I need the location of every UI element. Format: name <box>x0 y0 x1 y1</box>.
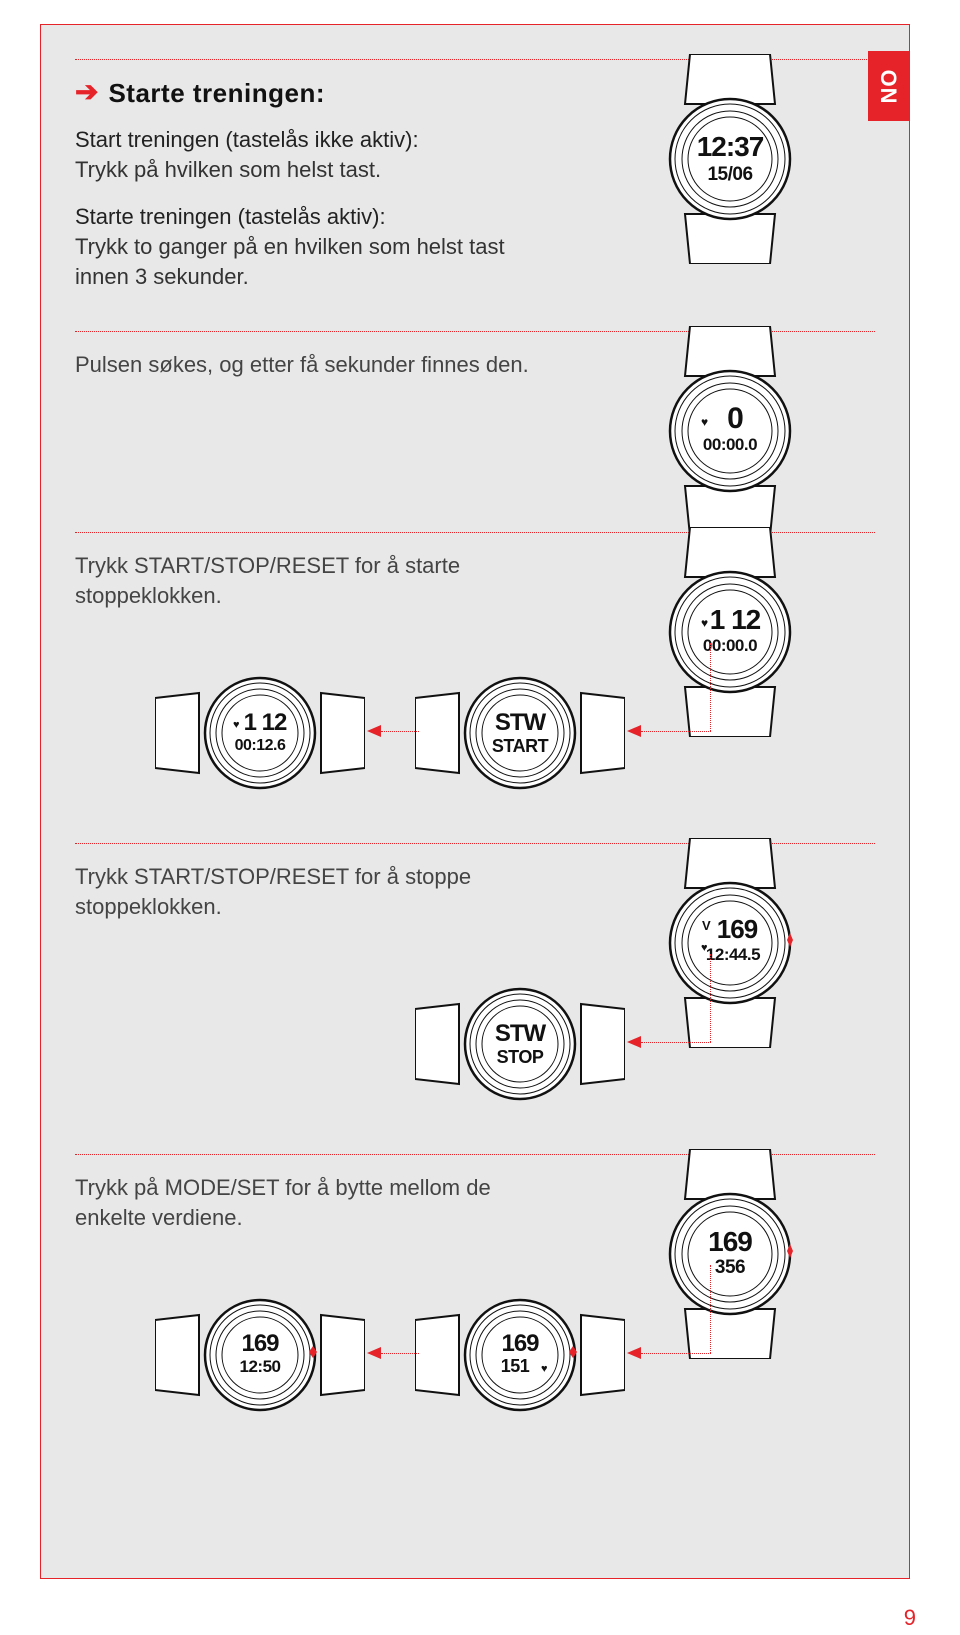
section4-text: Trykk START/STOP/RESET for å stoppe stop… <box>75 862 535 921</box>
dotted-connector-vertical <box>710 954 711 1042</box>
svg-text:169: 169 <box>708 1226 752 1257</box>
svg-text:15/06: 15/06 <box>707 164 752 185</box>
para1-lead: Start treningen (tastelås ikke aktiv): <box>75 125 535 155</box>
arrow-left-icon <box>627 1036 641 1048</box>
section5-text: Trykk på MODE/SET for å bytte mellom de … <box>75 1173 535 1232</box>
section2-text: Pulsen søkes, og etter få sekunder finne… <box>75 350 535 380</box>
dotted-connector-vertical <box>710 1265 711 1353</box>
dotted-connector-vertical <box>710 643 711 731</box>
svg-text:0: 0 <box>727 402 743 435</box>
svg-text:12:44.5: 12:44.5 <box>706 945 760 964</box>
para2-lead: Starte treningen (tastelås aktiv): <box>75 202 535 232</box>
section-start-stopwatch: Trykk START/STOP/RESET for å starte stop… <box>75 533 875 843</box>
watch-169-1250-icon: 169 12:50 <box>155 1290 365 1420</box>
svg-text:00:12.6: 00:12.6 <box>235 737 286 754</box>
watch-112-icon: ♥ 1 12 00:00.0 <box>655 527 805 737</box>
svg-text:00:00.0: 00:00.0 <box>703 435 757 454</box>
svg-text:169: 169 <box>241 1330 279 1357</box>
watch-169-151-icon: 169 151 ♥ <box>415 1290 625 1420</box>
svg-text:START: START <box>492 736 549 756</box>
svg-text:♥: ♥ <box>233 719 239 731</box>
section3-text: Trykk START/STOP/RESET for å starte stop… <box>75 551 535 610</box>
watch-169-running-icon: V ♥ 169 12:44.5 <box>655 838 805 1048</box>
watch-zero-icon: ♥ 0 00:00.0 <box>655 326 805 536</box>
svg-text:♥: ♥ <box>701 616 708 630</box>
arrow-left-icon <box>627 725 641 737</box>
section-stop-stopwatch: Trykk START/STOP/RESET for å stoppe stop… <box>75 844 875 1154</box>
svg-text:12:37: 12:37 <box>697 131 764 162</box>
svg-text:1 12: 1 12 <box>710 604 761 635</box>
svg-text:STW: STW <box>495 1020 547 1047</box>
watch-clock-icon: 12:37 15/06 <box>655 54 805 264</box>
dotted-connector <box>641 731 709 732</box>
svg-text:169: 169 <box>501 1330 539 1357</box>
svg-text:1 12: 1 12 <box>244 709 287 736</box>
svg-text:356: 356 <box>715 1257 745 1278</box>
svg-text:STOP: STOP <box>497 1047 544 1067</box>
section-pulse-search: Pulsen søkes, og etter få sekunder finne… <box>75 332 875 532</box>
svg-text:♥: ♥ <box>541 1363 547 1375</box>
watch-stw-stop-icon: STW STOP <box>415 979 625 1109</box>
dotted-connector <box>641 1353 709 1354</box>
arrow-left-icon <box>367 725 381 737</box>
svg-text:♥: ♥ <box>701 415 708 429</box>
dotted-connector <box>641 1042 709 1043</box>
section-start-training: ➔ Starte treningen: Start treningen (tas… <box>75 60 875 331</box>
svg-text:151: 151 <box>501 1356 530 1376</box>
watch-169-356-icon: 169 356 <box>655 1149 805 1359</box>
svg-text:V: V <box>702 918 711 933</box>
watch-stw-start-icon: STW START <box>415 668 625 798</box>
arrow-right-icon: ➔ <box>75 78 98 106</box>
arrow-left-icon <box>627 1347 641 1359</box>
dotted-connector <box>381 731 419 732</box>
section-heading: Starte treningen: <box>108 78 325 109</box>
arrow-left-icon <box>367 1347 381 1359</box>
dotted-connector <box>381 1353 419 1354</box>
para2-body: Trykk to ganger på en hvilken som helst … <box>75 232 535 291</box>
page-number: 9 <box>904 1605 916 1631</box>
para1-body: Trykk på hvilken som helst tast. <box>75 155 535 185</box>
watch-112-running-icon: ♥ 1 12 00:12.6 <box>155 668 365 798</box>
section-mode-set: Trykk på MODE/SET for å bytte mellom de … <box>75 1155 875 1465</box>
svg-text:169: 169 <box>717 914 758 944</box>
svg-text:12:50: 12:50 <box>240 1357 281 1376</box>
svg-text:STW: STW <box>495 709 547 736</box>
page-frame: NO ➔ Starte treningen: Start treningen (… <box>40 24 910 1579</box>
svg-text:00:00.0: 00:00.0 <box>703 636 757 655</box>
